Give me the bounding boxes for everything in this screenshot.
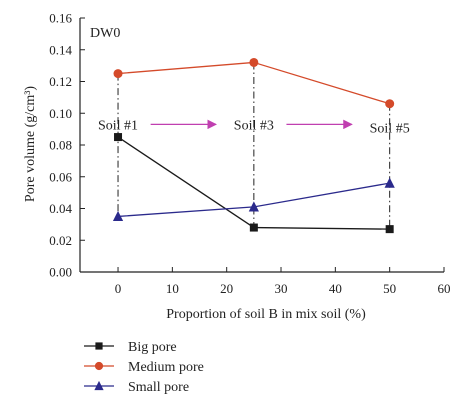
- legend-marker: [94, 380, 104, 391]
- x-tick-label: 60: [438, 281, 451, 296]
- x-tick-label: 10: [166, 281, 179, 296]
- y-tick-label: 0.14: [49, 42, 72, 57]
- data-point: [385, 225, 394, 234]
- data-point: [249, 223, 258, 232]
- y-axis-title: Pore volume (g/cm³): [23, 86, 38, 203]
- y-tick-label: 0.00: [49, 265, 72, 280]
- y-tick-label: 0.08: [49, 138, 72, 153]
- vertical-guides: [117, 62, 391, 230]
- data-point: [384, 177, 395, 188]
- x-axis-title: Proportion of soil B in mix soil (%): [166, 307, 366, 322]
- y-tick-label: 0.02: [49, 233, 72, 248]
- x-tick-label: 30: [275, 281, 288, 296]
- data-point: [112, 210, 124, 222]
- data-point: [248, 201, 259, 212]
- legend-marker: [94, 361, 104, 371]
- axes: [79, 18, 444, 273]
- y-tick-label: 0.06: [49, 169, 72, 184]
- x-tick-label: 0: [115, 281, 122, 296]
- y-tick-label: 0.16: [49, 11, 72, 26]
- data-point: [113, 69, 123, 79]
- y-tick-label: 0.10: [49, 106, 72, 121]
- legend-label: Big pore: [128, 340, 177, 355]
- annotations: Soil #1 Soil #3 Soil #5: [98, 118, 410, 136]
- legend-label: Small pore: [128, 380, 189, 395]
- y-tick-label: 0.12: [49, 74, 72, 89]
- legend-label: Medium pore: [128, 360, 204, 375]
- data-point: [385, 99, 395, 109]
- legend-marker: [95, 342, 103, 350]
- ticks: 0 10 20 30 40 50 60 0.00 0.02 0.04 0.06 0.08 0.10 0.1…: [49, 11, 450, 297]
- soil-label: Soil #1: [98, 118, 138, 133]
- panel-label: DW0: [90, 26, 120, 41]
- x-tick-label: 50: [383, 281, 396, 296]
- soil-label: Soil #5: [370, 122, 410, 137]
- soil-label: Soil #3: [234, 118, 274, 133]
- x-tick-label: 20: [220, 281, 233, 296]
- series-markers: [112, 57, 395, 234]
- y-tick-label: 0.04: [49, 201, 72, 216]
- data-point: [249, 57, 259, 67]
- x-tick-label: 40: [329, 281, 342, 296]
- data-point: [114, 133, 123, 142]
- legend: Big pore Medium pore Small pore: [84, 340, 204, 395]
